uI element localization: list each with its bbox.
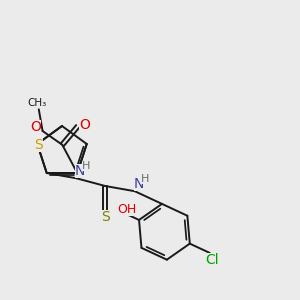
Text: CH₃: CH₃ (27, 98, 46, 108)
Text: O: O (79, 118, 90, 132)
Text: Cl: Cl (205, 253, 218, 267)
Text: S: S (34, 138, 43, 152)
Text: H: H (141, 174, 149, 184)
Text: S: S (101, 210, 110, 224)
Text: N: N (134, 177, 144, 191)
Text: OH: OH (118, 203, 137, 216)
Text: H: H (82, 161, 90, 171)
Text: O: O (30, 120, 41, 134)
Text: N: N (75, 164, 86, 178)
